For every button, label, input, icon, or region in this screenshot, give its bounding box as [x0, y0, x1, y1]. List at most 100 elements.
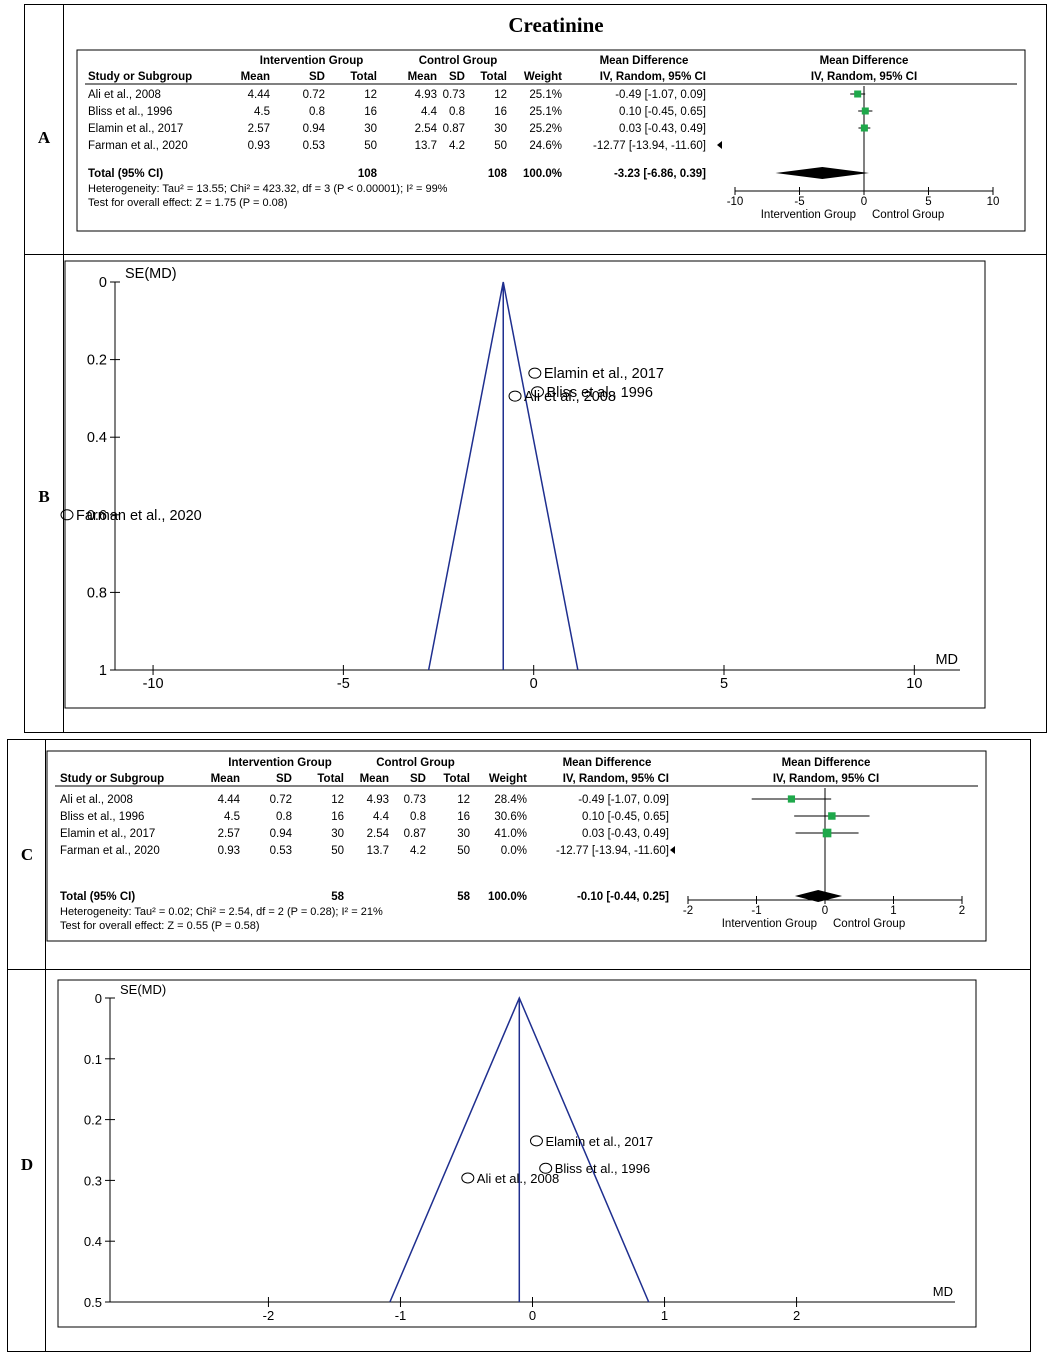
x-tick-label: 1 [661, 1308, 668, 1323]
funnel-frame [64, 260, 986, 709]
row-n1: 30 [331, 828, 344, 840]
effect-square [861, 107, 869, 115]
y-tick-label: 0 [95, 991, 102, 1006]
row-sd1: 0.72 [303, 89, 325, 101]
row-m2: 13.7 [367, 845, 389, 857]
header-sd2: SD [449, 71, 465, 83]
row-weight: 41.0% [494, 828, 527, 840]
row-ci: -0.49 [-1.07, 0.09] [615, 89, 706, 101]
row-n2: 30 [494, 123, 507, 135]
row-weight: 25.1% [529, 106, 562, 118]
x-tick-label: 2 [959, 905, 965, 917]
row-m1: 0.93 [218, 845, 240, 857]
header-group1: Intervention Group [228, 757, 332, 769]
study-point-label: Bliss et al., 1996 [547, 385, 653, 401]
header-m1: Mean [211, 773, 240, 785]
header-md-text: Mean Difference [600, 55, 689, 67]
header-md-method-plot: IV, Random, 95% CI [773, 773, 879, 785]
row-sd1: 0.94 [303, 123, 326, 135]
row-m1: 2.57 [248, 123, 270, 135]
header-m2: Mean [360, 773, 389, 785]
header-weight: Weight [489, 773, 527, 785]
x-axis-label: MD [933, 1284, 953, 1299]
row-m1: 0.93 [248, 140, 270, 152]
header-weight: Weight [524, 71, 562, 83]
panel-letter-d: D [21, 1155, 33, 1174]
study-point [531, 386, 544, 398]
row-study: Bliss et al., 1996 [88, 106, 172, 118]
x-tick-label: -1 [751, 905, 761, 917]
overall-effect-text: Test for overall effect: Z = 1.75 (P = 0… [88, 197, 288, 209]
row-n1: 16 [364, 106, 377, 118]
row-ci: -12.77 [-13.94, -11.60] [556, 845, 669, 857]
forest-plot-c: Intervention Group Control Group Mean Diff… [46, 750, 987, 942]
row-m2: 4.4 [373, 811, 390, 823]
x-tick-label: 0 [822, 905, 828, 917]
frame-bottom-border [7, 739, 1031, 1352]
pooled-diamond [794, 890, 843, 902]
row-sd2: 4.2 [410, 845, 426, 857]
funnel-plot-d: 0 0.1 0.2 0.3 0.4 0.5 -2 -1 0 1 2 SE(MD) MD Ali et al… [57, 979, 977, 1328]
row-weight: 25.1% [529, 89, 562, 101]
study-point-label: Ali et al., 2008 [477, 1171, 559, 1186]
study-point [508, 390, 522, 402]
header-group2: Control Group [419, 55, 498, 67]
row-ci: 0.03 [-0.43, 0.49] [619, 123, 706, 135]
header-group2: Control Group [376, 757, 455, 769]
header-n2: Total [443, 773, 470, 785]
study-point-label: Farman et al., 2020 [76, 508, 202, 524]
row-m2: 2.54 [367, 828, 390, 840]
x-tick-label: -2 [683, 905, 693, 917]
row-sd2: 0.73 [404, 794, 426, 806]
row-study: Ali et al., 2008 [60, 794, 133, 806]
row-study: Elamin et al., 2017 [88, 123, 183, 135]
x-axis-label: MD [935, 652, 958, 668]
y-tick-label: 0.8 [87, 585, 107, 601]
effect-square [787, 795, 796, 803]
forest-frame [76, 49, 1026, 232]
header-study: Study or Subgroup [60, 773, 164, 785]
y-tick-label: 0.4 [87, 430, 107, 446]
row-n2: 16 [494, 106, 507, 118]
panel-letter-a: A [38, 128, 51, 147]
frame-top [24, 4, 1047, 733]
y-tick-label: 0.4 [84, 1234, 102, 1249]
total-ci: -0.10 [-0.44, 0.25] [577, 891, 669, 903]
row-n1: 50 [364, 140, 377, 152]
row-sd2: 0.87 [443, 123, 465, 135]
x-tick-label: 0 [530, 676, 538, 692]
study-point-label: Ali et al., 2008 [524, 389, 616, 405]
study-point [461, 1172, 475, 1184]
forest-plot-a: Intervention Group Control Group Mean Diff… [76, 49, 1026, 232]
x-tick-label: 1 [890, 905, 896, 917]
row-sd2: 4.2 [449, 140, 465, 152]
x-tick-label: 10 [906, 676, 922, 692]
header-m2: Mean [408, 71, 437, 83]
effect-square [822, 828, 832, 838]
pooled-diamond [775, 167, 870, 179]
row-n2: 12 [457, 794, 470, 806]
effect-square [854, 90, 862, 98]
header-md-plot: Mean Difference [782, 757, 871, 769]
header-sd1: SD [309, 71, 325, 83]
row-sd2: 0.8 [410, 811, 426, 823]
row-n1: 50 [331, 845, 344, 857]
row-n1: 12 [331, 794, 344, 806]
study-point [539, 1162, 553, 1174]
row-m2: 13.7 [415, 140, 437, 152]
header-ci: IV, Random, 95% CI [563, 773, 669, 785]
effect-square [860, 124, 868, 132]
total-n2: 108 [488, 168, 508, 180]
row-n1: 30 [364, 123, 377, 135]
study-point-label: Elamin et al., 2017 [544, 366, 664, 382]
header-n1: Total [350, 71, 377, 83]
row-sd2: 0.8 [449, 106, 465, 118]
row-study: Bliss et al., 1996 [60, 811, 144, 823]
favours-right: Control Group [872, 209, 944, 221]
row-sd1: 0.8 [309, 106, 325, 118]
row-sd1: 0.72 [270, 794, 292, 806]
x-tick-label: -10 [727, 196, 744, 208]
x-tick-label: 0 [529, 1308, 536, 1323]
forest-frame [46, 750, 987, 942]
